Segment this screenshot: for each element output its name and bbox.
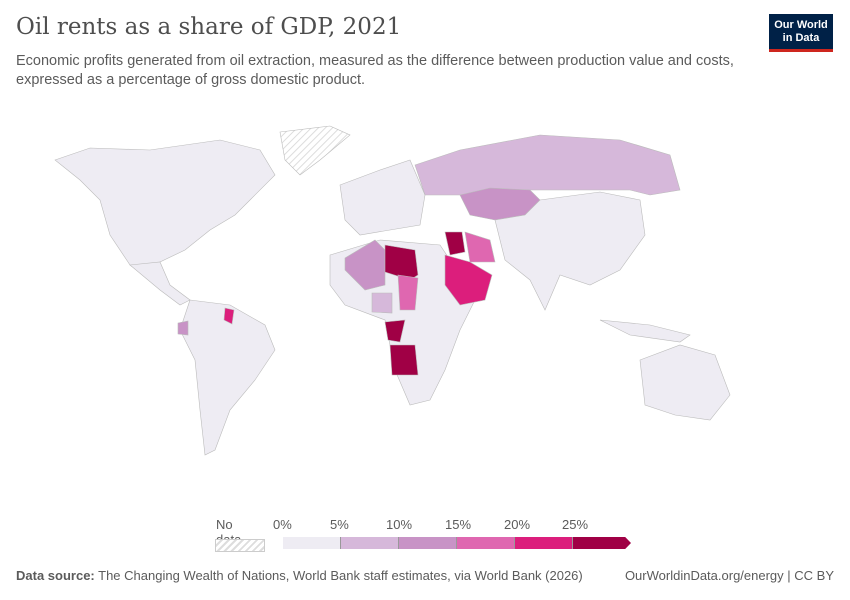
legend-bin[interactable] [399, 537, 457, 549]
legend-bin[interactable] [457, 537, 515, 549]
greenland[interactable] [279, 125, 351, 176]
footer-source: Data source: The Changing Wealth of Nati… [16, 568, 583, 583]
nigeria[interactable] [371, 292, 393, 314]
europe[interactable] [339, 159, 426, 236]
iraq[interactable] [444, 231, 466, 256]
legend-tick: 10% [386, 517, 413, 532]
logo-line2: in Data [782, 32, 820, 44]
legend-tick: 5% [330, 517, 349, 532]
indonesia[interactable] [599, 319, 691, 343]
gabon-congo[interactable] [384, 319, 406, 343]
russia[interactable] [414, 134, 681, 196]
asia[interactable] [494, 191, 646, 311]
logo-line1: Our World [774, 19, 828, 31]
legend-bin[interactable] [283, 537, 341, 549]
guyana[interactable] [223, 307, 235, 325]
algeria[interactable] [344, 239, 386, 291]
central-america[interactable] [129, 261, 191, 306]
iran[interactable] [464, 231, 496, 263]
world-map [54, 125, 731, 456]
legend-bin[interactable] [515, 537, 573, 549]
north-america[interactable] [54, 139, 276, 281]
chart-title: Oil rents as a share of GDP, 2021 [16, 14, 402, 40]
footer-link[interactable]: OurWorldinData.org/energy | CC BY [624, 568, 834, 583]
saudi-arabia[interactable] [444, 254, 493, 306]
chad[interactable] [397, 274, 419, 311]
south-america[interactable] [179, 299, 276, 456]
source-label: Data source: [16, 568, 95, 583]
owid-logo[interactable]: Our World in Data [769, 14, 833, 52]
legend-bin[interactable] [341, 537, 399, 549]
legend-tick: 0% [273, 517, 292, 532]
legend-bin[interactable] [573, 537, 631, 549]
chart-subtitle: Economic profits generated from oil extr… [16, 53, 734, 88]
legend-tick: 25% [562, 517, 589, 532]
source-text: The Changing Wealth of Nations, World Ba… [94, 568, 583, 583]
legend-tick: 15% [445, 517, 472, 532]
angola[interactable] [389, 344, 419, 376]
legend-tick: 20% [504, 517, 531, 532]
ecuador[interactable] [177, 320, 189, 336]
australia[interactable] [639, 344, 731, 421]
legend-no-data-swatch [215, 539, 265, 552]
